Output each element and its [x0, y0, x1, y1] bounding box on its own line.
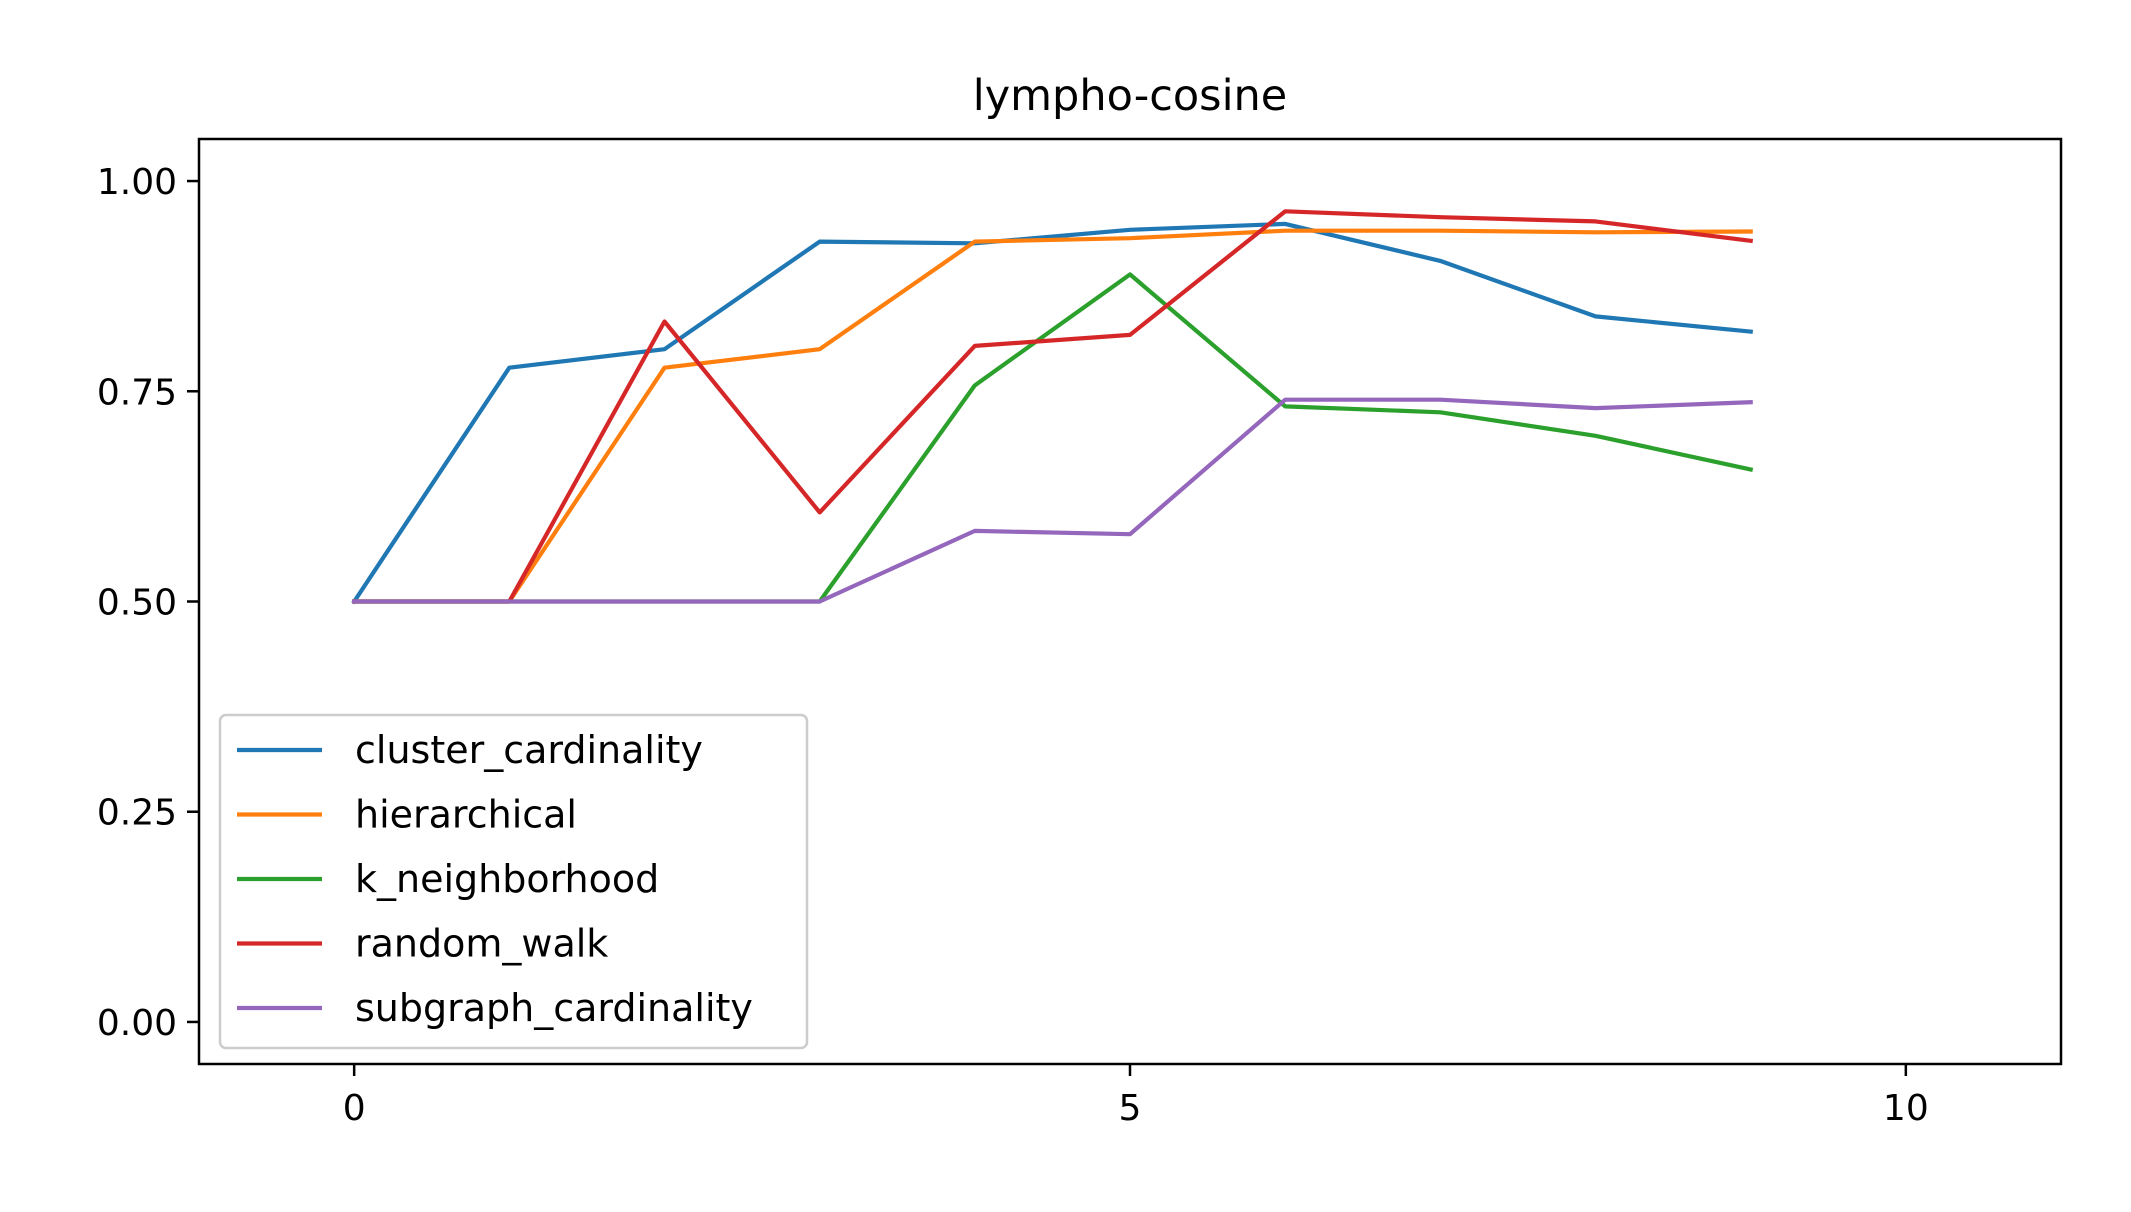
x-tick-label: 5 [1119, 1088, 1142, 1129]
series-line-subgraph-cardinality [352, 397, 1753, 604]
y-tick-label: 0.25 [97, 793, 177, 834]
y-tick-label: 0.00 [97, 1003, 177, 1044]
series-line-random-walk [352, 209, 1754, 604]
x-tick-label: 0 [343, 1088, 366, 1129]
y-tick-label: 1.00 [97, 162, 177, 203]
legend-label-k-neighborhood: k_neighborhood [355, 857, 659, 901]
series-lines [351, 209, 1754, 605]
series-line-cluster-cardinality [351, 221, 1753, 605]
y-tick-label: 0.50 [97, 583, 177, 624]
legend-label-subgraph-cardinality: subgraph_cardinality [355, 986, 753, 1030]
series-line-hierarchical [352, 228, 1753, 604]
legend-label-hierarchical: hierarchical [355, 793, 577, 837]
legend-box [218, 713, 809, 1050]
chart-title: lympho-cosine [973, 71, 1287, 121]
legend-label-cluster-cardinality: cluster_cardinality [355, 728, 703, 772]
y-tick-label: 0.75 [97, 372, 177, 413]
legend-label-random-walk: random_walk [355, 922, 608, 966]
legend: cluster_cardinality hierarchical k_neighbo… [218, 713, 809, 1050]
x-tick-label: 10 [1883, 1088, 1929, 1129]
axes: 0 5 10 0.00 0.25 0.50 0.75 1.00 [97, 162, 1929, 1129]
